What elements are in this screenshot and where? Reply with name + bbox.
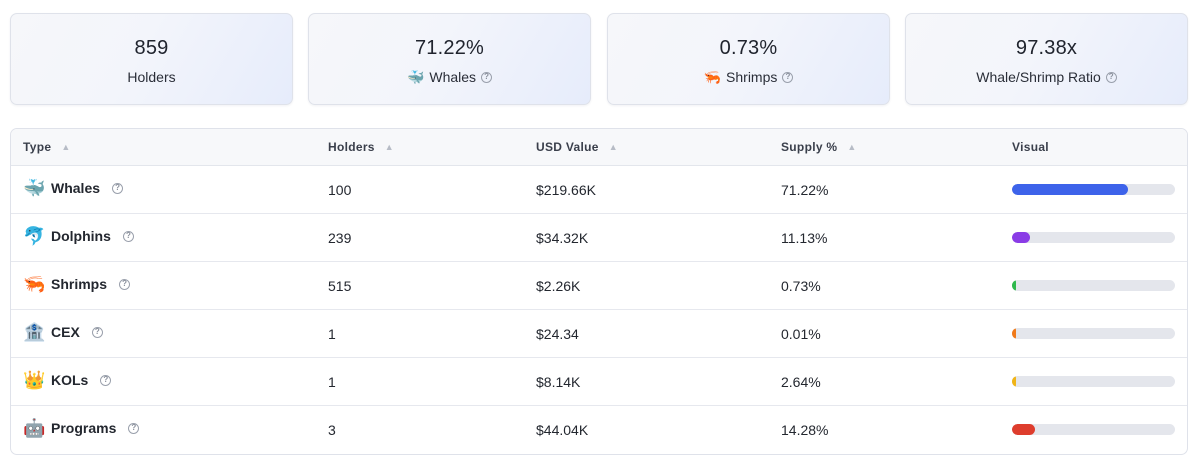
holders-cell: 1 xyxy=(328,326,336,342)
supply-bar-fill xyxy=(1012,328,1016,339)
usd-value-cell: $2.26K xyxy=(536,278,581,294)
type-cell: 🤖 Programs ? xyxy=(23,418,140,438)
type-label: Programs xyxy=(51,420,117,436)
help-icon[interactable]: ? xyxy=(481,71,493,83)
supply-cell: 14.28% xyxy=(781,422,829,438)
type-label: CEX xyxy=(51,324,80,340)
column-header-label: Type xyxy=(23,140,52,154)
type-label: Dolphins xyxy=(51,228,111,244)
holders-card: 859 Holders xyxy=(10,13,293,105)
shrimps-label-row: 🦐 Shrimps ? xyxy=(608,67,889,87)
ratio-card: 97.38x Whale/Shrimp Ratio ? xyxy=(905,13,1188,105)
crown-icon: 👑 xyxy=(23,370,46,390)
column-header-holders[interactable]: Holders ▲ xyxy=(328,140,394,154)
robot-icon: 🤖 xyxy=(23,418,46,438)
supply-cell: 71.22% xyxy=(781,182,829,198)
column-header-visual: Visual xyxy=(1012,140,1049,154)
whale-icon: 🐳 xyxy=(406,69,425,85)
holders-table: Type ▲ Holders ▲ USD Value ▲ Supply % ▲ … xyxy=(10,128,1188,455)
supply-bar-fill xyxy=(1012,376,1017,387)
whales-label-row: 🐳 Whales ? xyxy=(309,67,590,87)
column-header-usd-value[interactable]: USD Value ▲ xyxy=(536,140,618,154)
holders-cell: 100 xyxy=(328,182,352,198)
usd-value-cell: $34.32K xyxy=(536,230,589,246)
usd-value-cell: $24.34 xyxy=(536,326,579,342)
help-icon[interactable]: ? xyxy=(1105,71,1117,83)
table-header: Type ▲ Holders ▲ USD Value ▲ Supply % ▲ … xyxy=(11,129,1187,166)
holders-cell: 515 xyxy=(328,278,352,294)
type-cell: 🐬 Dolphins ? xyxy=(23,227,134,245)
holders-label: Holders xyxy=(127,69,176,85)
table-row[interactable]: 🐬 Dolphins ? 239 $34.32K 11.13% xyxy=(11,214,1187,262)
type-cell: 👑 KOLs ? xyxy=(23,370,112,390)
supply-cell: 11.13% xyxy=(781,230,828,246)
type-label: Shrimps xyxy=(51,276,108,292)
supply-bar-track xyxy=(1012,328,1175,339)
table-row[interactable]: 🏦 CEX ? 1 $24.34 0.01% xyxy=(11,310,1187,358)
help-icon[interactable]: ? xyxy=(112,182,124,194)
ratio-label-row: Whale/Shrimp Ratio ? xyxy=(906,67,1187,87)
column-header-type[interactable]: Type ▲ xyxy=(23,140,71,154)
supply-bar-fill xyxy=(1012,184,1129,195)
ratio-label: Whale/Shrimp Ratio xyxy=(976,69,1101,85)
help-icon[interactable]: ? xyxy=(128,422,140,434)
whales-card: 71.22% 🐳 Whales ? xyxy=(308,13,591,105)
help-icon[interactable]: ? xyxy=(782,71,794,83)
shrimp-icon: 🦐 xyxy=(703,69,722,85)
type-cell: 🐳 Whales ? xyxy=(23,178,124,198)
column-header-label: USD Value xyxy=(536,140,599,154)
column-header-label: Holders xyxy=(328,140,375,154)
supply-cell: 0.73% xyxy=(781,278,821,294)
type-cell: 🏦 CEX ? xyxy=(23,323,103,341)
shrimps-label: Shrimps xyxy=(726,69,778,85)
supply-bar-track xyxy=(1012,184,1175,195)
help-icon[interactable]: ? xyxy=(122,230,134,242)
sort-icon: ▲ xyxy=(61,142,71,152)
supply-cell: 2.64% xyxy=(781,374,821,390)
supply-bar-track xyxy=(1012,280,1175,291)
supply-bar-track xyxy=(1012,424,1175,435)
supply-bar-track xyxy=(1012,232,1175,243)
table-row[interactable]: 👑 KOLs ? 1 $8.14K 2.64% xyxy=(11,358,1187,406)
column-header-label: Visual xyxy=(1012,140,1049,154)
type-label: Whales xyxy=(51,180,101,196)
sort-icon: ▲ xyxy=(847,142,857,152)
supply-bar-fill xyxy=(1012,424,1036,435)
supply-bar-track xyxy=(1012,376,1175,387)
usd-value-cell: $44.04K xyxy=(536,422,589,438)
whales-value: 71.22% xyxy=(414,37,485,59)
holders-cell: 239 xyxy=(328,230,352,246)
table-row[interactable]: 🦐 Shrimps ? 515 $2.26K 0.73% xyxy=(11,262,1187,310)
shrimps-value: 0.73% xyxy=(719,37,778,59)
column-header-label: Supply % xyxy=(781,140,838,154)
summary-cards: 859 Holders 71.22% 🐳 Whales ? 0.73% 🦐 Sh… xyxy=(10,13,1194,105)
ratio-value: 97.38x xyxy=(1015,37,1078,59)
bank-icon: 🏦 xyxy=(23,322,46,342)
supply-bar-fill xyxy=(1012,280,1016,291)
sort-icon: ▲ xyxy=(384,142,394,152)
sort-icon: ▲ xyxy=(608,142,618,152)
table-row[interactable]: 🐳 Whales ? 100 $219.66K 71.22% xyxy=(11,166,1187,214)
holders-label-row: Holders xyxy=(11,67,292,87)
type-cell: 🦐 Shrimps ? xyxy=(23,274,131,294)
holders-cell: 3 xyxy=(328,422,336,438)
help-icon[interactable]: ? xyxy=(119,278,131,290)
holders-value: 859 xyxy=(134,37,169,59)
shrimps-card: 0.73% 🦐 Shrimps ? xyxy=(607,13,890,105)
whale-icon: 🐳 xyxy=(23,178,46,198)
holders-cell: 1 xyxy=(328,374,336,390)
usd-value-cell: $219.66K xyxy=(536,182,596,198)
supply-cell: 0.01% xyxy=(781,326,821,342)
help-icon[interactable]: ? xyxy=(100,374,112,386)
whales-label: Whales xyxy=(429,69,477,85)
dolphin-icon: 🐬 xyxy=(23,226,46,246)
column-header-supply[interactable]: Supply % ▲ xyxy=(781,140,857,154)
help-icon[interactable]: ? xyxy=(91,326,103,338)
supply-bar-fill xyxy=(1012,232,1031,243)
table-row[interactable]: 🤖 Programs ? 3 $44.04K 14.28% xyxy=(11,406,1187,454)
type-label: KOLs xyxy=(51,372,89,388)
usd-value-cell: $8.14K xyxy=(536,374,581,390)
shrimp-icon: 🦐 xyxy=(23,274,46,294)
